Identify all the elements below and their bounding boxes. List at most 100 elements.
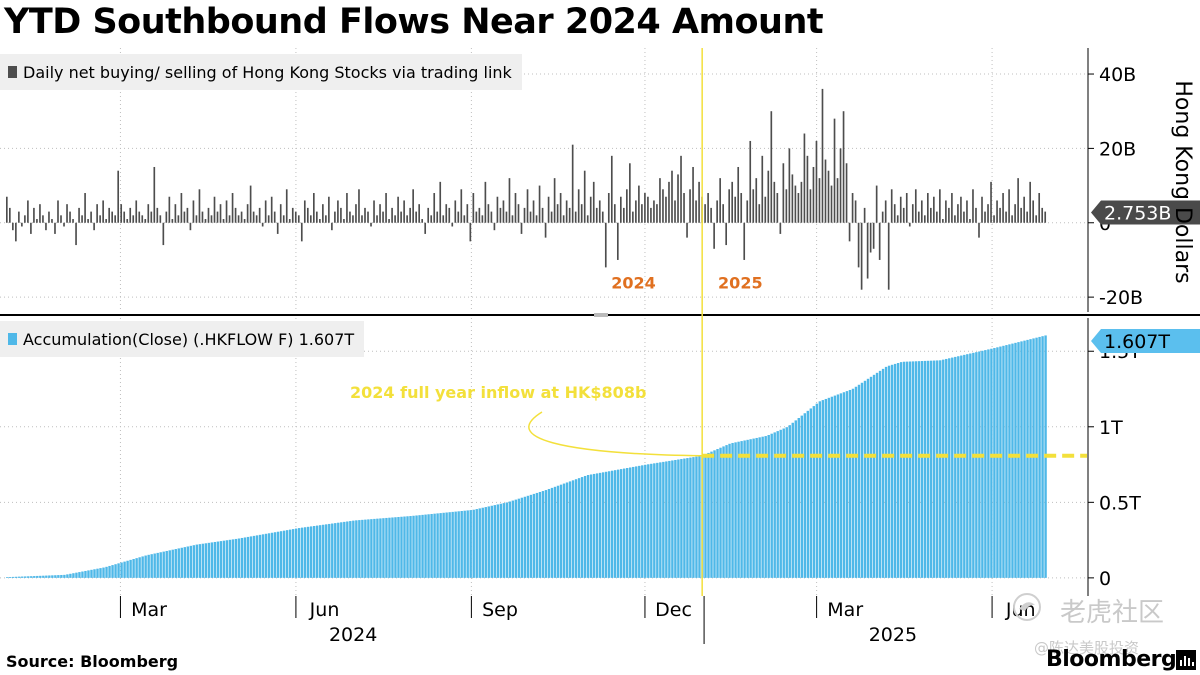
accumulation-bar (623, 468, 626, 578)
accumulation-bar (1017, 342, 1020, 578)
accumulation-bar (592, 473, 596, 578)
daily-flow-bar (84, 193, 86, 223)
daily-flow-bar (1044, 211, 1047, 223)
accumulation-bar (1029, 339, 1032, 578)
accumulation-bar (990, 348, 993, 578)
accumulation-bar (370, 519, 373, 578)
accumulation-bar (999, 346, 1002, 578)
daily-flow-bar (565, 200, 568, 223)
legend-label-daily: Daily net buying/ selling of Hong Kong S… (23, 62, 512, 82)
daily-flow-bar (797, 193, 800, 223)
daily-flow-bar (917, 211, 920, 223)
daily-flow-bar (427, 207, 430, 223)
daily-flow-bar (261, 222, 264, 227)
daily-flow-bar (105, 219, 107, 223)
watermark-sub: @陈达美股投资 (1034, 639, 1140, 657)
accumulation-bar (508, 501, 512, 578)
accumulation-bar (613, 470, 617, 578)
daily-flow-bar (96, 204, 98, 223)
accumulation-bar (719, 447, 722, 578)
daily-flow-bar (671, 170, 673, 223)
accumulation-bar (478, 508, 481, 578)
accumulation-bar (948, 358, 951, 578)
daily-flow-bar (39, 204, 41, 223)
daily-flow-bar (830, 185, 833, 223)
accumulation-bar (90, 569, 93, 578)
accumulation-bar (328, 523, 331, 578)
daily-flow-bar (716, 200, 718, 223)
accumulation-bar (541, 491, 545, 578)
accumulation-bar (589, 474, 593, 578)
daily-flow-bar (144, 219, 147, 223)
daily-flow-bar (171, 219, 174, 223)
daily-flow-bar (881, 211, 884, 223)
daily-flow-bar (282, 215, 285, 223)
bottom-y-tick-label: 0.5T (1099, 492, 1141, 514)
accumulation-bar (12, 576, 15, 578)
daily-flow-bar (448, 207, 451, 223)
accumulation-bar (866, 378, 870, 578)
accumulation-bar (996, 347, 999, 578)
accumulation-bar (553, 486, 557, 578)
daily-flow-bar (156, 207, 159, 223)
daily-flow-bar (183, 211, 186, 223)
accumulation-bar (243, 537, 247, 578)
accumulation-bar (881, 368, 885, 578)
accumulation-bar (930, 360, 933, 578)
daily-flow-bar (978, 222, 980, 238)
accumulation-bar (309, 526, 313, 578)
accumulation-bar (767, 434, 770, 578)
accumulation-bar (923, 360, 927, 578)
accumulation-bar (201, 543, 205, 578)
daily-flow-bar (445, 204, 448, 223)
daily-flow-bar (571, 144, 574, 223)
accumulation-bar (848, 389, 852, 578)
accumulation-bar (535, 492, 539, 578)
daily-flow-bar (933, 196, 935, 223)
accumulation-bar (117, 563, 120, 578)
accumulation-bar (72, 573, 75, 578)
accumulation-bar (812, 406, 816, 578)
accumulation-bar (493, 505, 496, 578)
accumulation-bar (647, 464, 650, 578)
accumulation-bar (400, 516, 403, 578)
accumulation-bar (442, 512, 445, 578)
daily-flow-bar (33, 207, 35, 223)
accumulation-bar (794, 420, 797, 578)
accumulation-bar (325, 524, 328, 578)
accumulation-bar (523, 496, 527, 578)
daily-flow-bar (866, 222, 869, 279)
accumulation-bar (397, 516, 400, 578)
accumulation-bar (469, 510, 472, 578)
daily-flow-bar (198, 189, 201, 223)
daily-flow-bar (626, 189, 628, 223)
accumulation-bar (668, 460, 671, 578)
accumulation-bar (740, 441, 743, 578)
daily-flow-bar (123, 211, 126, 223)
accumulation-bar (355, 520, 358, 578)
daily-flow-bar (114, 215, 117, 223)
accumulation-bar (692, 457, 695, 578)
daily-flow-bar (613, 204, 616, 223)
daily-flow-bar (677, 174, 679, 223)
daily-flow-bar (430, 215, 433, 223)
accumulation-bar (96, 568, 99, 578)
daily-flow-bar (683, 193, 685, 223)
accumulation-bar (806, 410, 810, 578)
daily-flow-bar (6, 196, 8, 223)
accumulation-bar (526, 495, 530, 578)
daily-flow-bar (288, 219, 291, 223)
daily-flow-bar (132, 215, 135, 223)
accumulation-bar (644, 464, 647, 578)
daily-flow-bar (984, 211, 986, 223)
daily-flow-bar (923, 215, 926, 223)
daily-flow-bar (472, 193, 475, 223)
daily-flow-bar (707, 193, 709, 223)
daily-flow-bar (680, 155, 682, 223)
daily-flow-bar (589, 196, 592, 223)
daily-flow-bar (319, 219, 321, 223)
daily-flow-bar (598, 200, 601, 223)
accumulation-bar (496, 504, 500, 578)
daily-flow-bar (893, 204, 896, 223)
